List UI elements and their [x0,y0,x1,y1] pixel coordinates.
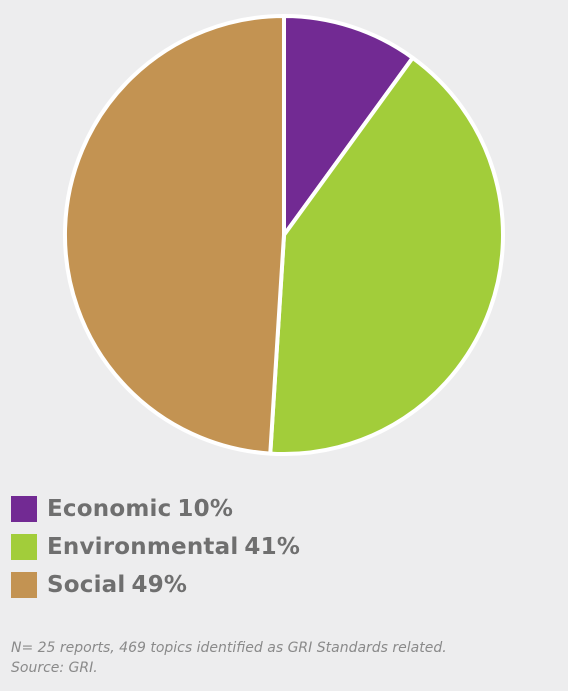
legend-item-social: Social 49% [11,568,300,602]
legend-item-economic: Economic 10% [11,492,300,526]
pie-slice-environmental [268,55,505,456]
legend-value-economic: 10% [177,496,234,522]
chart-footnote: N= 25 reports, 469 topics identified as … [11,638,556,678]
legend-swatch-economic [11,496,37,522]
legend-value-environmental: 41% [244,534,301,560]
legend-label-social: Social [47,572,126,598]
footnote-sample: N= 25 reports, 469 topics identified as … [11,640,447,656]
footnote-source: Source: GRI. [11,660,98,676]
legend-label-economic: Economic [47,496,172,522]
pie-slice-economic [282,14,415,237]
pie-slice-social [62,14,286,456]
legend-swatch-environmental [11,534,37,560]
legend-item-environmental: Environmental 41% [11,530,300,564]
legend: Economic 10% Environmental 41% Social 49% [11,492,300,606]
legend-label-environmental: Environmental [47,534,239,560]
legend-swatch-social [11,572,37,598]
pie-chart [62,14,505,456]
legend-value-social: 49% [131,572,188,598]
